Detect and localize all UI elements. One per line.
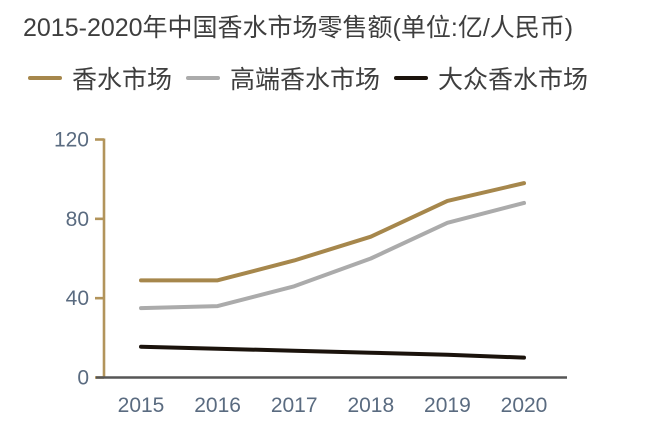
y-tick-label: 0 bbox=[77, 367, 89, 390]
x-tick-label: 2017 bbox=[271, 394, 318, 417]
x-tick-label: 2016 bbox=[194, 394, 241, 417]
series-line-1 bbox=[139, 200, 526, 311]
y-tick-label: 40 bbox=[66, 287, 89, 310]
y-tick-label: 80 bbox=[66, 208, 89, 231]
legend-label: 高端香水市场 bbox=[230, 66, 381, 94]
series-line-0 bbox=[139, 181, 526, 283]
x-tick-label: 2019 bbox=[424, 394, 471, 417]
x-tick-label: 2018 bbox=[347, 394, 394, 417]
x-tick-label: 2015 bbox=[118, 394, 165, 417]
series-line-2 bbox=[139, 344, 526, 360]
x-tick-label: 2020 bbox=[501, 394, 548, 417]
legend-label: 香水市场 bbox=[72, 66, 173, 94]
legend-item-mass-perfume-market: 大众香水市场 bbox=[394, 60, 588, 96]
legend-line-swatch-gold bbox=[28, 75, 62, 81]
legend-line-swatch-black bbox=[394, 75, 429, 81]
chart-legend: 香水市场 高端香水市场 大众香水市场 bbox=[28, 60, 588, 96]
chart-title: 2015-2020年中国香水市场零售额(单位:亿/人民币) bbox=[23, 14, 574, 42]
legend-item-perfume-market: 香水市场 bbox=[28, 60, 172, 96]
legend-line-swatch-gray bbox=[186, 75, 221, 81]
y-tick-label: 120 bbox=[54, 129, 89, 152]
legend-label: 大众香水市场 bbox=[438, 66, 589, 94]
legend-item-premium-perfume-market: 高端香水市场 bbox=[186, 60, 380, 96]
